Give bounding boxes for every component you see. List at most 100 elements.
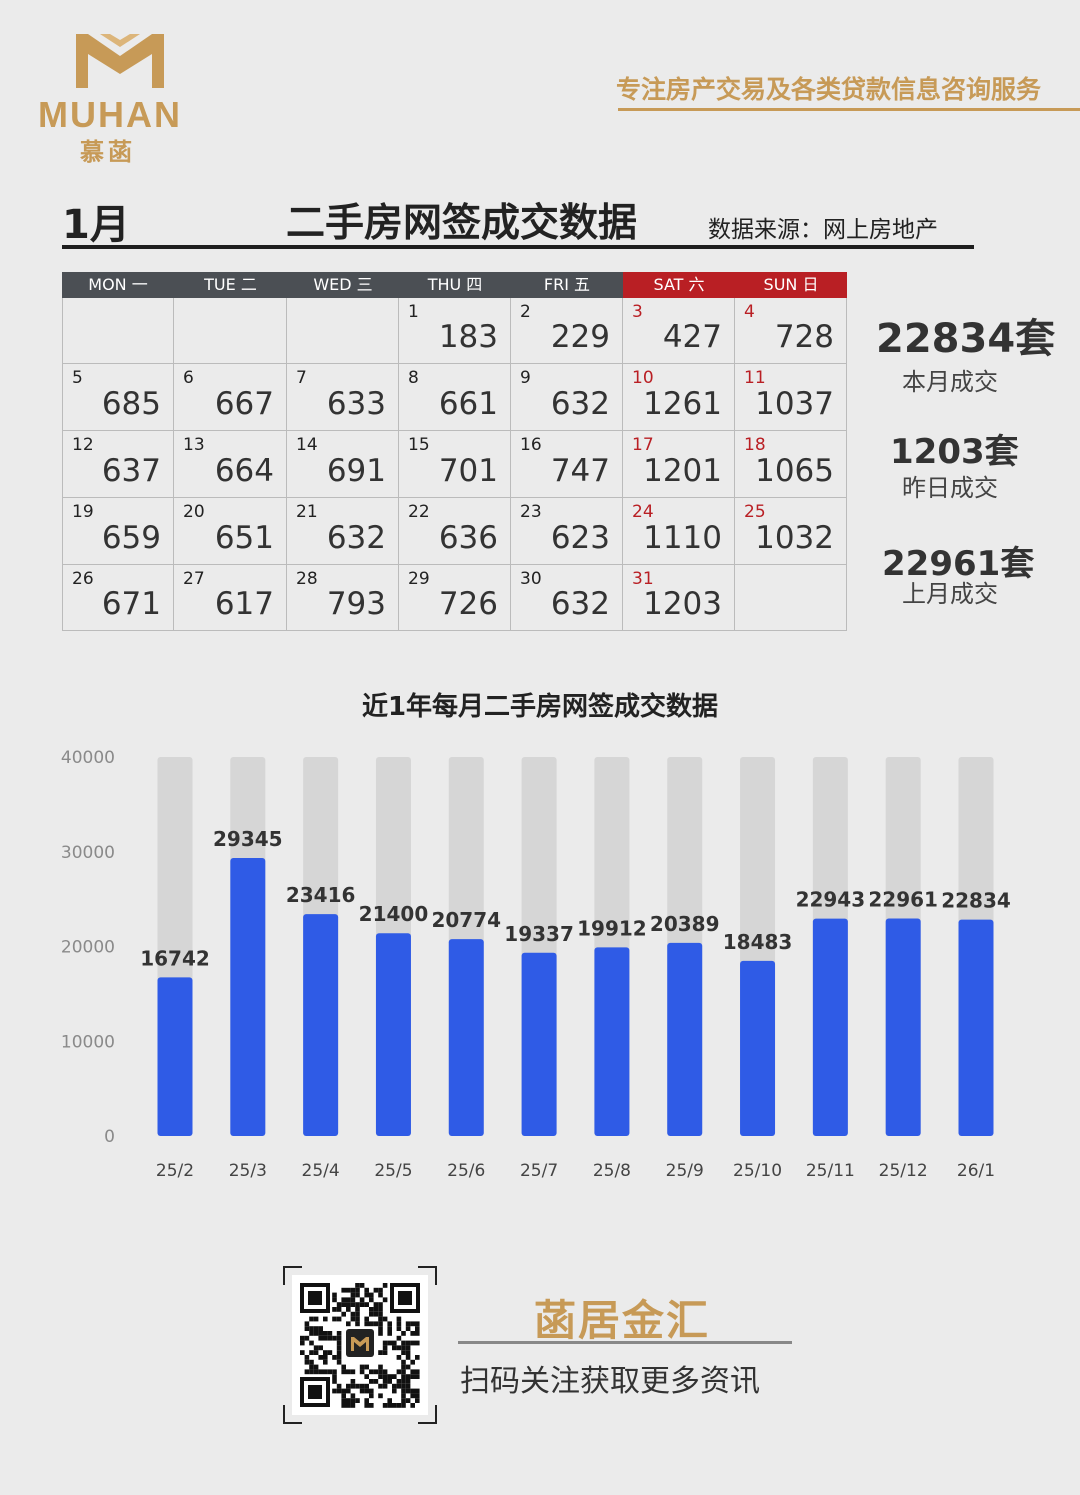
bar-25/9 [667,942,703,1136]
bar-value-label: 23416 [286,883,356,907]
x-tick-label: 25/5 [374,1161,412,1181]
bar-value-label: 22943 [796,888,866,912]
weekday-header: THU 四 [399,272,511,298]
calendar-day-value: 1261 [643,386,722,422]
bar-25/5 [375,933,411,1136]
this-month-total: 22834套 [876,316,1056,362]
calendar-cell: 3 427 [623,298,735,364]
x-tick-label: 25/7 [520,1161,558,1181]
calendar-day-value: 651 [214,520,274,556]
bar-25/8 [594,947,630,1136]
calendar-day-number: 22 [408,502,430,522]
calendar-day-number: 13 [183,435,205,455]
slogan-underline [618,108,1080,111]
calendar-grid: MON 一 TUE 二 WED 三 THU 四 FRI 五 SAT 六 SUN 日 1 183 2… [62,272,847,631]
calendar-day-value: 632 [326,520,386,556]
calendar-day-value: 661 [438,386,498,422]
bar-25/6 [448,939,484,1136]
calendar-day-value: 1203 [643,586,722,622]
calendar-day-number: 29 [408,569,430,589]
x-tick-label: 25/9 [666,1161,704,1181]
bar-25/11 [812,918,848,1136]
muhan-logo-icon [76,34,164,88]
calendar-day-number: 30 [520,569,542,589]
calendar-day-value: 617 [214,586,274,622]
bar-25/2 [157,977,193,1136]
calendar-cell [174,298,287,364]
y-tick-label: 10000 [61,1032,115,1052]
x-tick-label: 25/12 [879,1161,928,1181]
y-tick-label: 0 [104,1127,115,1147]
calendar-cell: 26 671 [62,565,174,631]
bar-25/4 [303,914,339,1136]
footer-brand: 菡居金汇 [534,1296,711,1345]
calendar-day-number: 12 [72,435,94,455]
calendar-day-value: 633 [326,386,386,422]
calendar-cell: 17 1201 [623,431,735,498]
calendar-day-number: 3 [632,302,643,322]
weekday-header: SAT 六 [623,272,735,298]
calendar-cell: 28 793 [287,565,399,631]
calendar-day-number: 9 [520,368,531,388]
calendar-day-number: 16 [520,435,542,455]
calendar-cell: 19 659 [62,498,174,565]
footer-subtitle: 扫码关注获取更多资讯 [460,1364,760,1399]
last-month-label: 上月成交 [902,580,998,608]
calendar-day-number: 25 [744,502,766,522]
month-label: 1月 [62,202,130,248]
calendar-cell [287,298,399,364]
calendar-day-value: 623 [550,520,610,556]
calendar-cell: 2 229 [511,298,623,364]
calendar-day-number: 18 [744,435,766,455]
x-tick-label: 25/4 [302,1161,340,1181]
chart-title: 近1年每月二手房网签成交数据 [361,692,719,722]
calendar-day-number: 19 [72,502,94,522]
calendar-day-value: 793 [326,586,386,622]
calendar-cell: 7 633 [287,364,399,431]
bar-value-label: 21400 [359,902,429,926]
calendar-day-value: 1065 [755,453,834,489]
calendar-day-number: 4 [744,302,755,322]
title-divider [62,245,974,249]
calendar-day-number: 2 [520,302,531,322]
data-source: 数据来源：网上房地产 [708,217,938,243]
calendar-cell: 24 1110 [623,498,735,565]
bar-value-label: 18483 [723,930,793,954]
calendar-day-value: 637 [101,453,161,489]
x-tick-label: 26/1 [957,1161,995,1181]
calendar-day-number: 6 [183,368,194,388]
calendar-day-value: 728 [774,319,834,355]
bar-value-label: 16742 [140,946,210,970]
last-month-total: 22961套 [882,544,1035,584]
calendar-cell: 16 747 [511,431,623,498]
calendar-day-number: 5 [72,368,83,388]
bar-value-label: 29345 [213,827,283,851]
calendar-cell: 5 685 [62,364,174,431]
calendar-cell: 4 728 [735,298,847,364]
calendar-day-value: 667 [214,386,274,422]
calendar-cell: 6 667 [174,364,287,431]
calendar-day-number: 11 [744,368,766,388]
calendar-cell: 31 1203 [623,565,735,631]
calendar-cell: 13 664 [174,431,287,498]
calendar-day-number: 1 [408,302,419,322]
calendar-day-number: 28 [296,569,318,589]
calendar-day-number: 24 [632,502,654,522]
calendar-cell: 15 701 [399,431,511,498]
calendar-cell: 1 183 [399,298,511,364]
calendar-day-number: 15 [408,435,430,455]
calendar-day-number: 20 [183,502,205,522]
calendar-cell: 21 632 [287,498,399,565]
slogan: 专注房产交易及各类贷款信息咨询服务 [616,75,1042,104]
calendar-day-number: 8 [408,368,419,388]
calendar-day-number: 21 [296,502,318,522]
calendar-cell: 18 1065 [735,431,847,498]
bar-chart: 0 10000 20000 30000 40000 16742 25/2 29345 25/3 2… [61,748,1011,1181]
bar-26/1 [958,919,994,1136]
calendar-day-number: 23 [520,502,542,522]
calendar-day-value: 1032 [755,520,834,556]
y-tick-label: 20000 [61,938,115,958]
calendar-cell: 20 651 [174,498,287,565]
calendar-day-value: 685 [101,386,161,422]
bar-value-label: 19337 [504,922,574,946]
